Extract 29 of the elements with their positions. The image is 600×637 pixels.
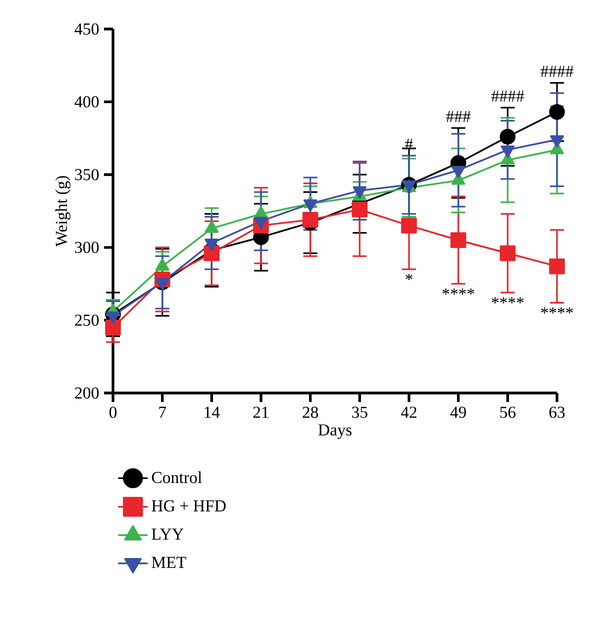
x-tick-label: 21 (253, 406, 268, 418)
y-tick-label: 200 (75, 387, 99, 399)
x-tick-label: 56 (500, 406, 516, 418)
annotation: **** (492, 297, 524, 304)
x-tick-label: 28 (302, 406, 318, 418)
legend-label: HG + HFD (152, 500, 226, 512)
legend-label: LYY (152, 528, 184, 540)
y-tick-label: 300 (75, 242, 99, 254)
y-tick-label: 400 (74, 96, 99, 108)
annotation: #### (491, 90, 524, 102)
x-tick-label: 42 (400, 406, 416, 418)
annotation: * (406, 274, 412, 280)
legend-label: MET (152, 556, 186, 568)
y-axis-title: Weight (g) (55, 176, 70, 247)
annotation: #### (540, 66, 574, 77)
x-tick-label: 14 (204, 406, 220, 418)
x-tick-label: 49 (450, 406, 466, 418)
x-tick-label: 7 (159, 406, 166, 418)
x-tick-label: 0 (109, 406, 117, 418)
y-tick-label: 350 (75, 168, 99, 180)
y-tick-label: 450 (74, 23, 99, 35)
annotation: ### (446, 111, 471, 122)
x-tick-label: 35 (352, 406, 368, 418)
legend-label: Control (152, 471, 202, 484)
x-axis-title: Days (318, 424, 352, 439)
annotation: **** (541, 307, 573, 314)
x-tick-label: 63 (549, 406, 565, 418)
y-tick-label: 250 (75, 314, 99, 326)
annotation: **** (442, 288, 474, 295)
